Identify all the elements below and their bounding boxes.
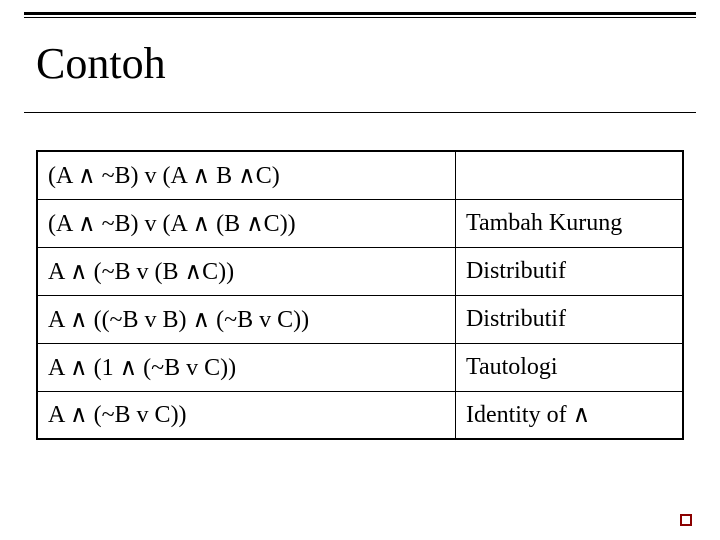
expression-cell: A ∧ (1 ∧ (~B v C)) bbox=[37, 343, 455, 391]
top-double-rule bbox=[24, 12, 696, 18]
slide-marker-icon bbox=[680, 514, 692, 526]
expression-cell: A ∧ (~B v C)) bbox=[37, 391, 455, 439]
heading-underline bbox=[24, 112, 696, 113]
rule-cell: Tautologi bbox=[455, 343, 683, 391]
rule-cell: Distributif bbox=[455, 295, 683, 343]
table-row: (A ∧ ~B) v (A ∧ B ∧C) bbox=[37, 151, 683, 199]
rule-cell: Identity of ∧ bbox=[455, 391, 683, 439]
table-row: A ∧ (~B v (B ∧C)) Distributif bbox=[37, 247, 683, 295]
expression-cell: A ∧ ((~B v B) ∧ (~B v C)) bbox=[37, 295, 455, 343]
table-row: A ∧ (1 ∧ (~B v C)) Tautologi bbox=[37, 343, 683, 391]
rule-cell: Tambah Kurung bbox=[455, 199, 683, 247]
expression-cell: (A ∧ ~B) v (A ∧ (B ∧C)) bbox=[37, 199, 455, 247]
expression-cell: (A ∧ ~B) v (A ∧ B ∧C) bbox=[37, 151, 455, 199]
rule-cell bbox=[455, 151, 683, 199]
rule-cell: Distributif bbox=[455, 247, 683, 295]
page-title: Contoh bbox=[36, 38, 166, 89]
table-row: A ∧ ((~B v B) ∧ (~B v C)) Distributif bbox=[37, 295, 683, 343]
table-row: (A ∧ ~B) v (A ∧ (B ∧C)) Tambah Kurung bbox=[37, 199, 683, 247]
table-row: A ∧ (~B v C)) Identity of ∧ bbox=[37, 391, 683, 439]
logic-proof-table: (A ∧ ~B) v (A ∧ B ∧C) (A ∧ ~B) v (A ∧ (B… bbox=[36, 150, 684, 440]
expression-cell: A ∧ (~B v (B ∧C)) bbox=[37, 247, 455, 295]
